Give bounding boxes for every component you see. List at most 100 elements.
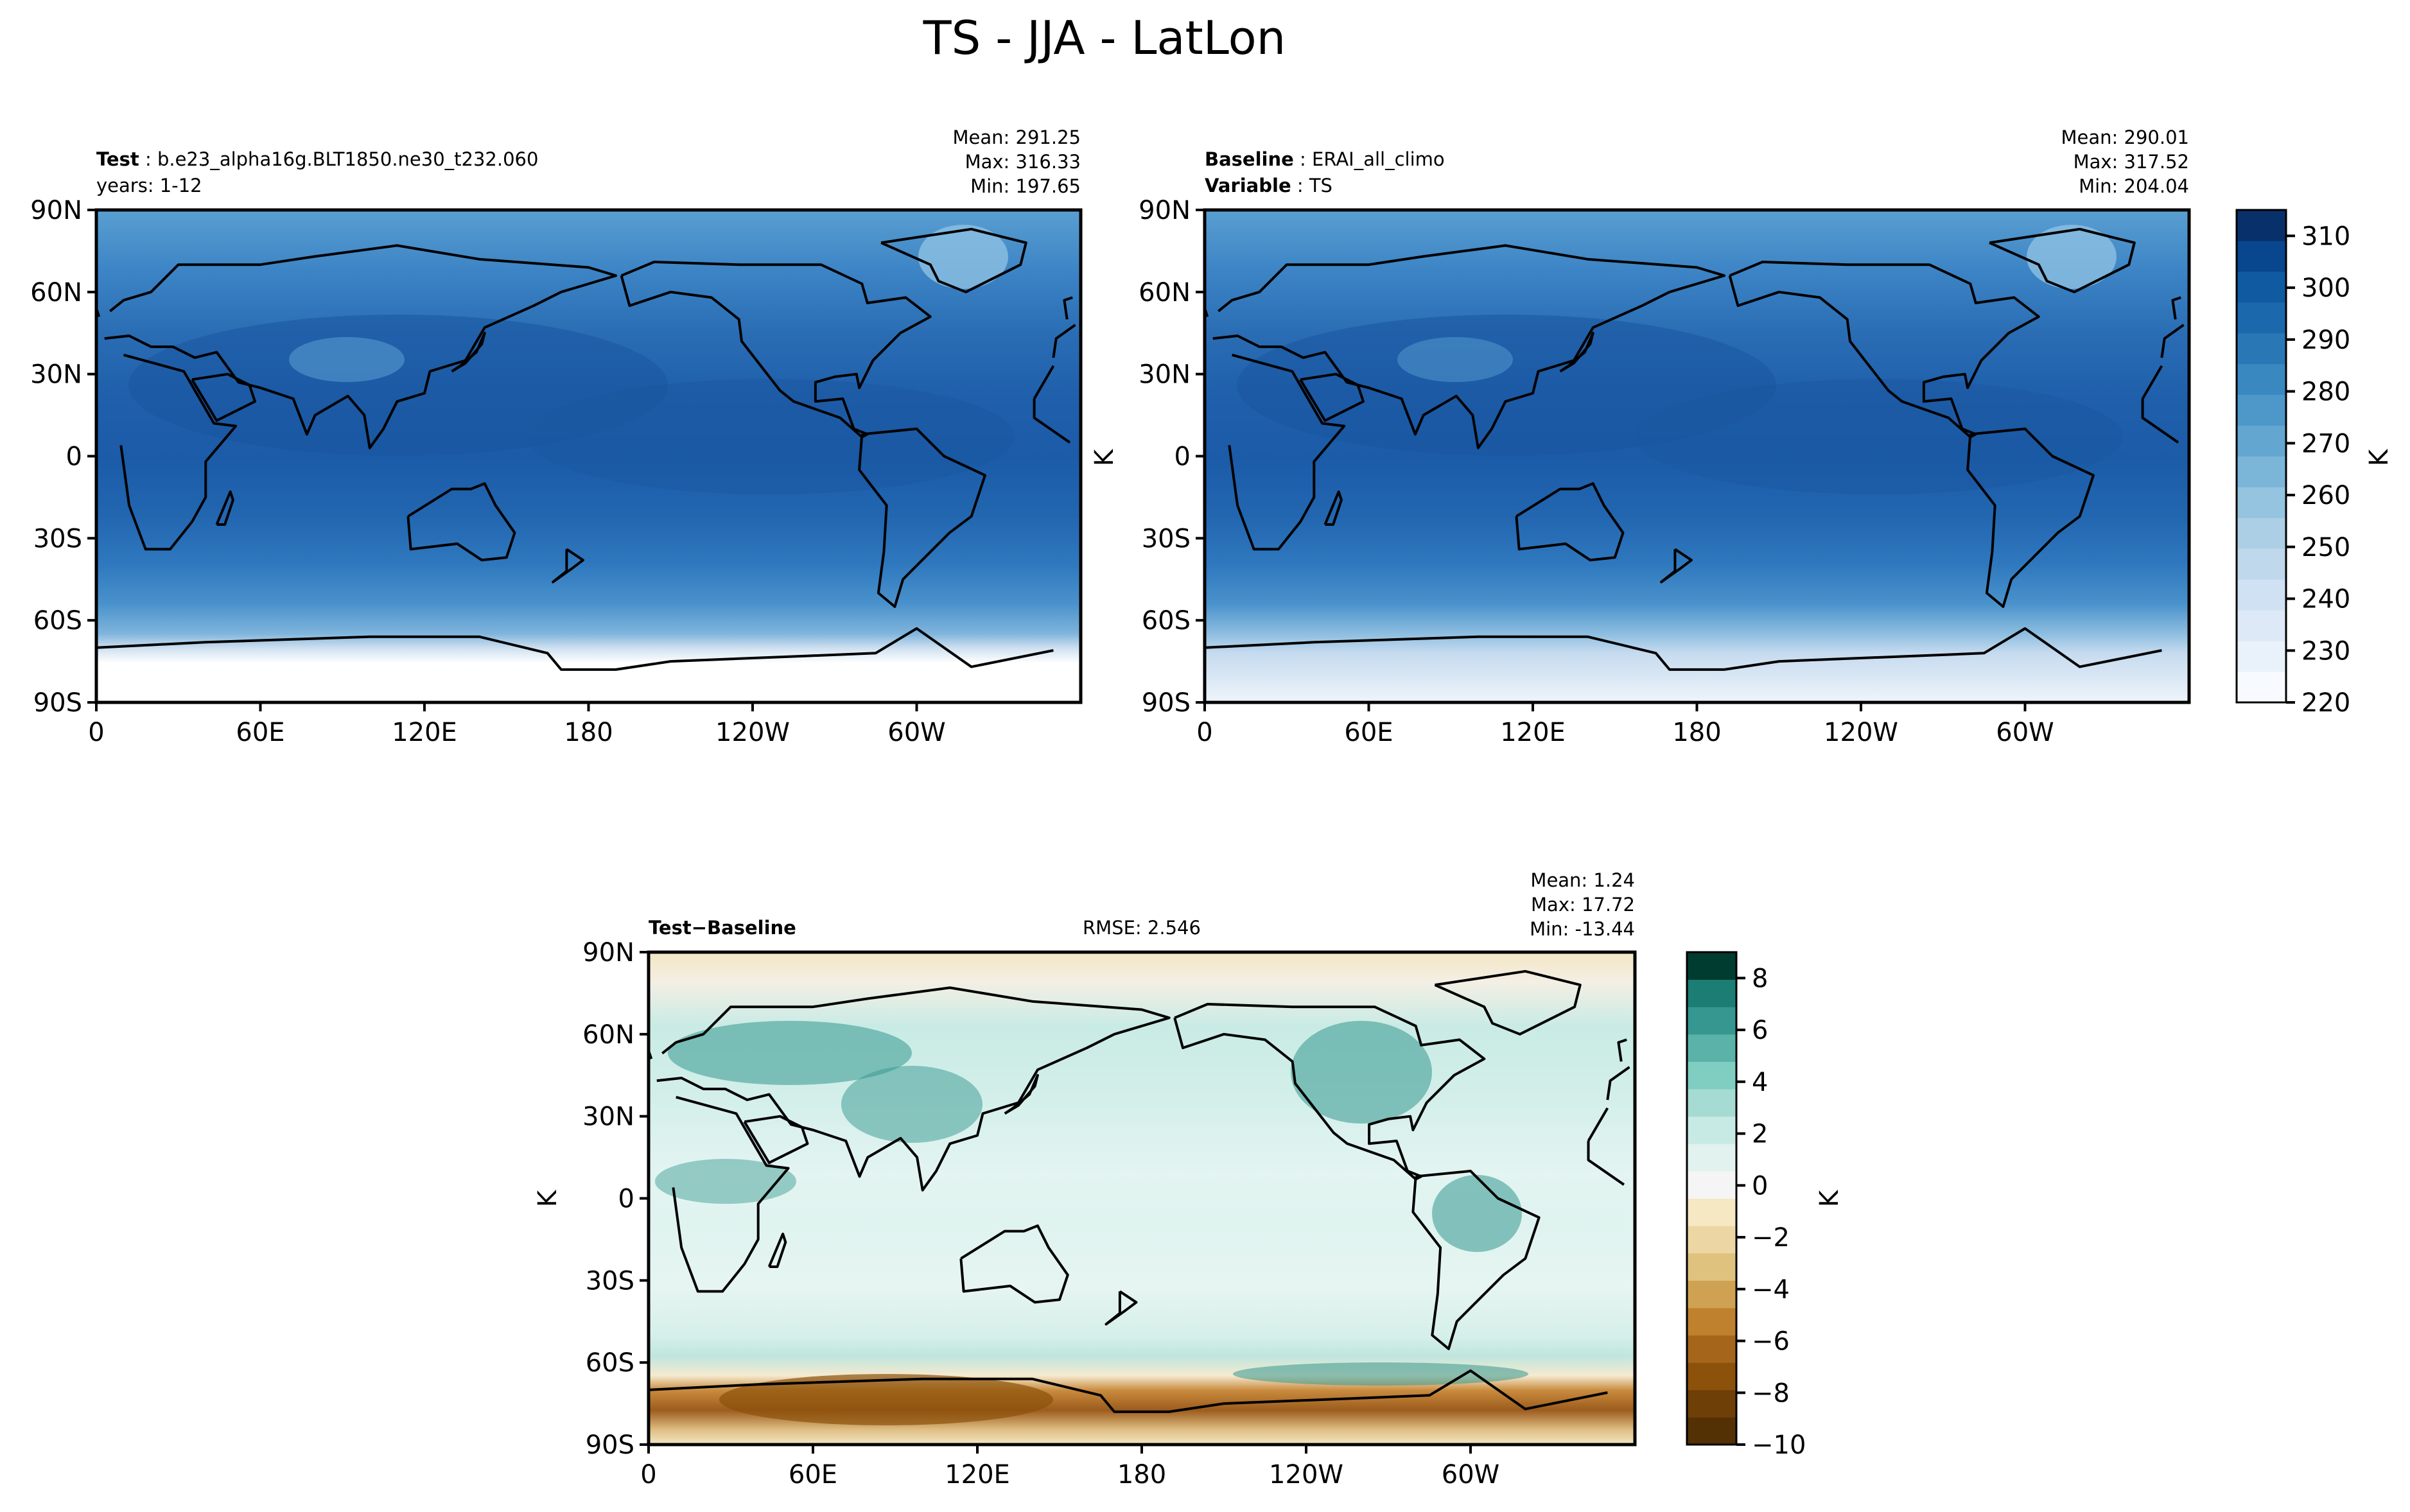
test-field [96,210,1081,702]
baseline-colorbar-tick-label: 230 [2301,636,2350,666]
figure-title: TS - JJA - LatLon [923,11,1286,65]
test-xtick-label: 0 [88,718,104,747]
diff-colorbar-band [1687,1280,1736,1308]
diff-colorbar-band [1687,1198,1736,1226]
baseline-ytick-label: 60S [1142,606,1191,636]
diff-coastlines [649,969,1630,1413]
baseline-colorbar-band [2237,487,2286,518]
diff-stat-min: Min: -13.44 [1530,918,1635,940]
diff-colorbar-band [1687,1307,1736,1336]
diff-xtick-label: 180 [1117,1460,1166,1490]
diff-yticks: 90N 60N 30N 0 30S 60S 90S [582,938,649,1460]
diff-field-namerica-warm [1291,1021,1432,1124]
diff-xtick-label: 120W [1269,1460,1343,1490]
baseline-field-tibet [1397,337,1513,382]
test-field-warm-tropics [128,315,668,456]
diff-xticks: 0 60E 120E 180 120W 60W [640,1445,1499,1490]
diff-ytick-label: 90S [586,1430,634,1460]
baseline-ytick-label: 30N [1139,360,1191,390]
test-label-key: Test [96,148,139,170]
diff-colorbar-band [1687,1034,1736,1062]
baseline-variable-key: Variable [1205,175,1291,196]
test-field-warm-pacific [527,379,1015,494]
baseline-colorbar-band [2237,548,2286,580]
baseline-ytick-label: 60N [1139,278,1191,308]
test-field-tibet [289,337,405,382]
diff-field-asia-warm [841,1066,982,1143]
baseline-colorbar-band [2237,363,2286,395]
baseline-colorbar-band [2237,425,2286,456]
diff-label-op: − [692,917,707,939]
baseline-xtick-label: 120E [1500,718,1566,747]
diff-colorbar: −10 −8 −6 −4 −2 0 2 4 6 8 K [1686,951,1844,1460]
baseline-colorbar-band [2237,672,2286,703]
diff-ylabel: K [533,1189,563,1207]
test-coastlines [96,227,1076,671]
test-stat-mean: Mean: 291.25 [953,126,1081,148]
baseline-colorbar-band [2237,394,2286,426]
panel-baseline: Baseline : ERAI_all_climo Variable : TS … [1090,126,2394,747]
test-xtick-label: 120W [715,718,790,747]
baseline-ytick-label: 0 [1174,442,1191,472]
baseline-colorbar-band [2237,210,2286,241]
baseline-colorbar-tick-label: 280 [2301,378,2350,407]
baseline-colorbar: 220 230 240 250 260 270 280 290 300 310 K [2235,209,2394,718]
diff-colorbar-tick-label: −8 [1752,1378,1790,1408]
diff-colorbar-band [1687,1143,1736,1172]
baseline-xtick-label: 120W [1824,718,1898,747]
diff-colorbar-band [1687,979,1736,1007]
diff-colorbar-band [1687,1007,1736,1035]
baseline-ylabel: K [1090,448,1119,466]
diff-colorbar-band [1687,952,1736,980]
diff-colorbar-bands [1687,952,1736,1445]
baseline-colorbar-label: K [2364,448,2394,466]
baseline-colorbar-band [2237,302,2286,334]
test-xtick-label: 60E [236,718,284,747]
diff-label-key: Test [649,917,692,939]
diff-field-samerica-warm [1432,1175,1522,1252]
baseline-field-warm-tropics [1237,315,1776,456]
diff-stat-mean: Mean: 1.24 [1530,869,1635,891]
baseline-yticks: 90N 60N 30N 0 30S 60S 90S [1139,196,1205,718]
baseline-colorbar-tick-label: 250 [2301,533,2350,562]
diff-xtick-label: 120E [945,1460,1010,1490]
baseline-colorbar-band [2237,333,2286,365]
panel-diff: Test−Baseline RMSE: 2.546 Mean: 1.24 Max… [533,869,1844,1490]
diff-ytick-label: 60N [582,1020,634,1050]
baseline-colorbar-tick-label: 300 [2301,274,2350,303]
test-ytick-label: 30S [33,524,82,553]
diff-field-eurasia-warm [668,1021,912,1085]
baseline-field-warm-pacific [1635,379,2123,494]
baseline-ytick-label: 30S [1142,524,1191,553]
diff-colorbar-ticks: −10 −8 −6 −4 −2 0 2 4 6 8 [1736,964,1806,1460]
diff-xtick-label: 60E [789,1460,837,1490]
test-yticks: 90N 60N 30N 0 30S 60S 90S [30,196,96,718]
baseline-field-greenland [2027,225,2117,289]
baseline-variable-value: TS [1309,175,1332,196]
baseline-colorbar-band [2237,641,2286,672]
baseline-label-key: Baseline [1205,148,1294,170]
baseline-colorbar-band [2237,610,2286,641]
diff-xtick-label: 0 [640,1460,656,1490]
svg-text:Variable : TS: Variable : TS [1205,175,1332,196]
svg-text:Test−Baseline: Test−Baseline [649,917,796,939]
test-ytick-label: 60N [30,278,82,308]
baseline-colorbar-tick-label: 260 [2301,481,2350,510]
baseline-stat-min: Min: 204.04 [2079,175,2189,197]
diff-colorbar-band [1687,1417,1736,1445]
diff-colorbar-band [1687,1253,1736,1281]
baseline-colorbar-band [2237,456,2286,487]
baseline-label-value: ERAI_all_climo [1312,148,1445,170]
test-stat-max: Max: 316.33 [965,151,1081,173]
baseline-colorbar-tick-label: 270 [2301,429,2350,458]
diff-colorbar-tick-label: 8 [1752,964,1768,993]
baseline-field [1205,210,2189,702]
test-ytick-label: 0 [66,442,82,472]
baseline-xtick-label: 0 [1196,718,1212,747]
diff-ytick-label: 60S [586,1348,634,1378]
svg-text:Baseline : ERAI_all_climo: Baseline : ERAI_all_climo [1205,148,1445,170]
baseline-colorbar-ticks: 220 230 240 250 260 270 280 290 300 310 [2286,222,2350,718]
test-ytick-label: 90N [30,196,82,225]
diff-field-southern-ocean-warm [1233,1362,1528,1386]
diff-ytick-label: 30N [582,1102,634,1132]
